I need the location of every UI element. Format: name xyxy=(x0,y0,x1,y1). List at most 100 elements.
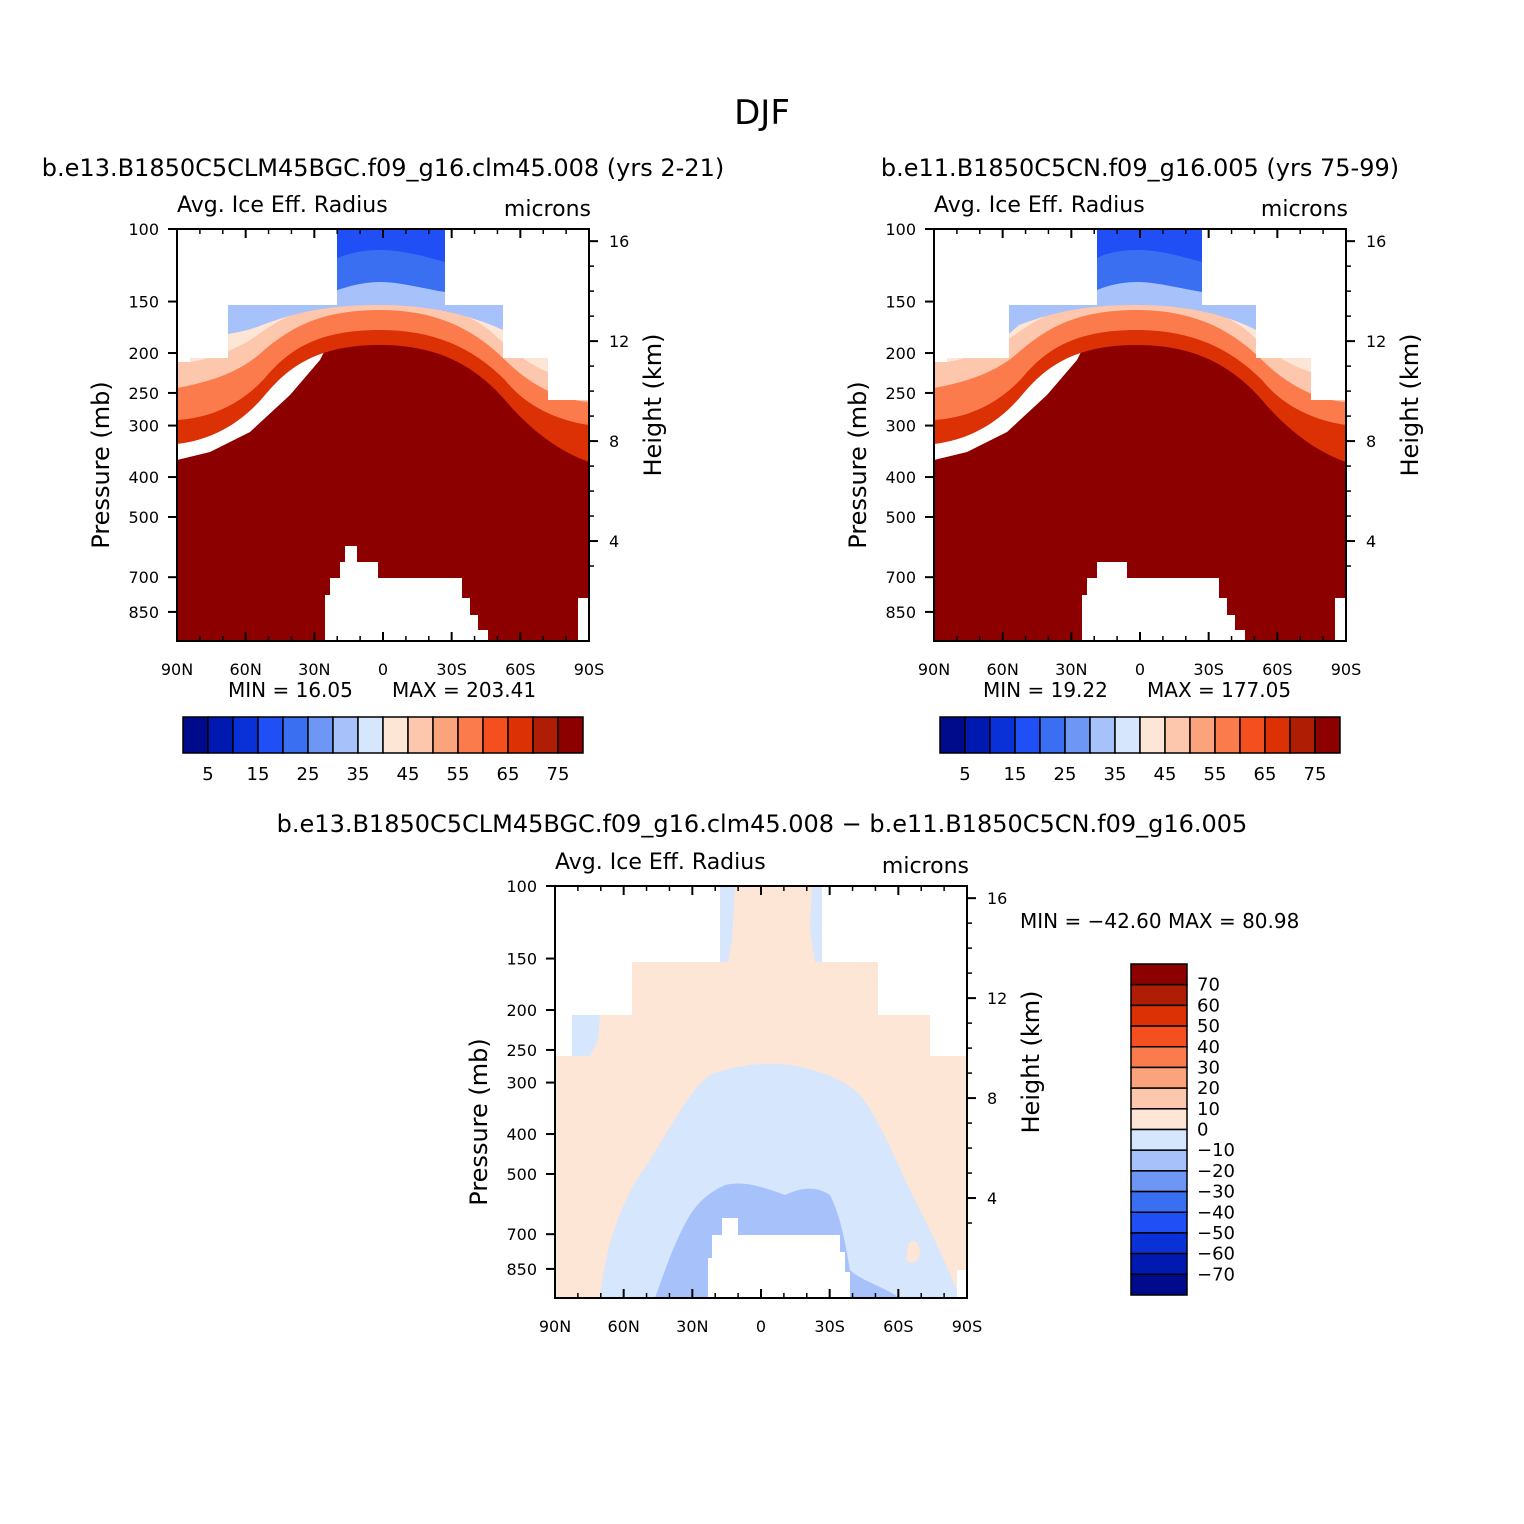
panel-2-x-tick-label: 30N xyxy=(1055,660,1087,679)
panel-2-title: b.e11.B1850C5CN.f09_g16.005 (yrs 75-99) xyxy=(881,154,1399,182)
panel-3-colorbar-swatch xyxy=(1130,1046,1188,1069)
panel-2: b.e11.B1850C5CN.f09_g16.005 (yrs 75-99) … xyxy=(844,154,1424,785)
panel-3-colorbar-label: 60 xyxy=(1197,995,1220,1016)
panel-1-y-tick-label: 400 xyxy=(128,468,159,487)
panel-1-colorbar-swatch xyxy=(307,716,334,754)
panel-3-colorbar-swatch xyxy=(1130,1004,1188,1027)
panel-3-colorbar-swatch xyxy=(1130,963,1188,986)
panel-3-y-tick-label: 100 xyxy=(506,877,537,896)
panel-2-colorbar-swatch xyxy=(1089,716,1116,754)
panel-1-colorbar-swatch xyxy=(257,716,284,754)
panel-3-y-tick-label: 400 xyxy=(506,1125,537,1144)
panel-3-colorbar-label: −30 xyxy=(1197,1182,1235,1203)
panel-3-colorbar-label: −70 xyxy=(1197,1264,1235,1285)
panel-3-colorbar-swatch xyxy=(1130,1232,1188,1255)
panel-3-title: b.e13.B1850C5CLM45BGC.f09_g16.clm45.008 … xyxy=(277,810,1248,838)
panel-3-colorbar-label: −10 xyxy=(1197,1140,1235,1161)
panel-3-colorbar-label: −60 xyxy=(1197,1244,1235,1265)
panel-2-colorbar-swatch xyxy=(1264,716,1291,754)
panel-2-left-label: Avg. Ice Eff. Radius xyxy=(934,193,1145,218)
panel-3-terrain-mask xyxy=(708,1218,850,1298)
panel-1-x-tick-label: 60N xyxy=(230,660,262,679)
panel-1-colorbar-swatch xyxy=(407,716,434,754)
panel-3-colorbar-swatch xyxy=(1130,1211,1188,1234)
panel-1-height-tick-label: 8 xyxy=(609,432,619,451)
panel-1-y-tick-label: 200 xyxy=(128,344,159,363)
panel-2-y-tick-label: 500 xyxy=(885,508,916,527)
panel-2-colorbar-swatch xyxy=(1014,716,1041,754)
panel-1-y-tick-label: 850 xyxy=(128,603,159,622)
panel-2-height-tick-label: 8 xyxy=(1366,432,1376,451)
panel-2-colorbar-swatch xyxy=(1164,716,1191,754)
panel-3-colorbar-swatch xyxy=(1130,1190,1188,1213)
panel-2-contour-field xyxy=(934,229,1346,641)
panel-3-left-label: Avg. Ice Eff. Radius xyxy=(555,850,766,875)
panel-3-colorbar-label: −50 xyxy=(1197,1223,1235,1244)
panel-2-y-tick-label: 250 xyxy=(885,384,916,403)
panel-3-colorbar-swatch xyxy=(1130,1108,1188,1131)
panel-2-height-axis-title: Height (km) xyxy=(1396,334,1424,477)
panel-1-colorbar-swatch xyxy=(482,716,509,754)
panel-1-band-55 xyxy=(177,229,589,425)
panel-3-colorbar-label: −20 xyxy=(1197,1161,1235,1182)
panel-2-colorbar-label: 55 xyxy=(1204,764,1227,785)
panel-2-colorbar-swatch xyxy=(964,716,991,754)
panel-2-colorbar-swatch xyxy=(1239,716,1266,754)
panel-1-y-tick-label: 300 xyxy=(128,417,159,436)
panel-3-colorbar-swatch xyxy=(1130,1252,1188,1276)
panel-1-y-tick-label: 700 xyxy=(128,568,159,587)
panel-3-missing-mid-right xyxy=(878,962,967,1015)
panel-1-colorbar-swatch xyxy=(532,716,559,754)
panel-3-y-tick-label: 700 xyxy=(506,1225,537,1244)
panel-3-contour-field xyxy=(555,886,967,1298)
panel-1-colorbar-swatch xyxy=(282,716,309,754)
panel-3-colorbar-swatch xyxy=(1130,1087,1188,1110)
panel-3-height-axis-title: Height (km) xyxy=(1017,991,1045,1134)
panel-1-y-tick-label: 150 xyxy=(128,293,159,312)
panel-2-missing-left-edge xyxy=(934,358,947,362)
panel-3-x-tick-label: 30S xyxy=(814,1317,845,1336)
panel-2-y-axis-title: Pressure (mb) xyxy=(844,381,872,548)
panel-1-missing-top-right xyxy=(445,229,589,305)
panel-1-y-tick-label: 500 xyxy=(128,508,159,527)
panel-2-missing-right-edge xyxy=(1311,358,1346,400)
panel-1-y-tick-label: 100 xyxy=(128,220,159,239)
panel-2-axes: 90N 60N 30N 0 30S 60S 90S 100 150 200 250 300 400 500… xyxy=(844,220,1424,679)
panel-3-x-tick-label: 60N xyxy=(608,1317,640,1336)
panel-3-axes: 90N 60N 30N 0 30S 60S 90S 100 150 200 250 300 400 500… xyxy=(465,877,1045,1336)
panel-1-colorbar-swatch xyxy=(357,716,384,754)
panel-3-y-tick-label: 300 xyxy=(506,1074,537,1093)
figure-title: DJF xyxy=(734,93,790,133)
panel-2-colorbar-swatch xyxy=(1064,716,1091,754)
panel-1-missing-top-left xyxy=(177,229,337,305)
panel-2-x-tick-label: 60N xyxy=(987,660,1019,679)
panel-3-x-tick-label: 90S xyxy=(952,1317,983,1336)
panel-2-colorbar-label: 45 xyxy=(1154,764,1177,785)
panel-2-colorbar-swatch xyxy=(1189,716,1216,754)
panel-3: b.e13.B1850C5CLM45BGC.f09_g16.clm45.008 … xyxy=(277,810,1300,1336)
panel-1-height-axis-title: Height (km) xyxy=(639,334,667,477)
panel-2-colorbar-label: 65 xyxy=(1254,764,1277,785)
panel-3-height-tick-label: 4 xyxy=(987,1189,997,1208)
panel-3-colorbar-label: −40 xyxy=(1197,1202,1235,1223)
panel-3-units-label: microns xyxy=(882,854,969,879)
panel-2-colorbar: 5 15 25 35 45 55 65 75 xyxy=(939,716,1341,785)
panel-1-colorbar-label: 35 xyxy=(347,764,370,785)
panel-3-missing-right-edge xyxy=(930,1015,967,1056)
panel-2-colorbar-label: 35 xyxy=(1104,764,1127,785)
panel-2-colorbar-label: 25 xyxy=(1054,764,1077,785)
panel-1-colorbar-label: 75 xyxy=(547,764,570,785)
panel-2-y-tick-label: 100 xyxy=(885,220,916,239)
panel-2-colorbar-label: 15 xyxy=(1004,764,1027,785)
panel-3-colorbar-label: 0 xyxy=(1197,1120,1208,1141)
panel-2-colorbar-swatch xyxy=(939,716,966,754)
panel-1-missing-mid-right xyxy=(503,305,589,358)
panel-3-colorbar-label: 10 xyxy=(1197,1099,1220,1120)
panel-2-terrain-mask-right xyxy=(1335,598,1346,641)
panel-1-max-label: MAX = 203.41 xyxy=(392,678,536,702)
panel-3-colorbar-swatch xyxy=(1130,1025,1188,1048)
panel-2-min-label: MIN = 19.22 xyxy=(983,678,1108,702)
panel-1-colorbar-swatch xyxy=(432,716,459,754)
